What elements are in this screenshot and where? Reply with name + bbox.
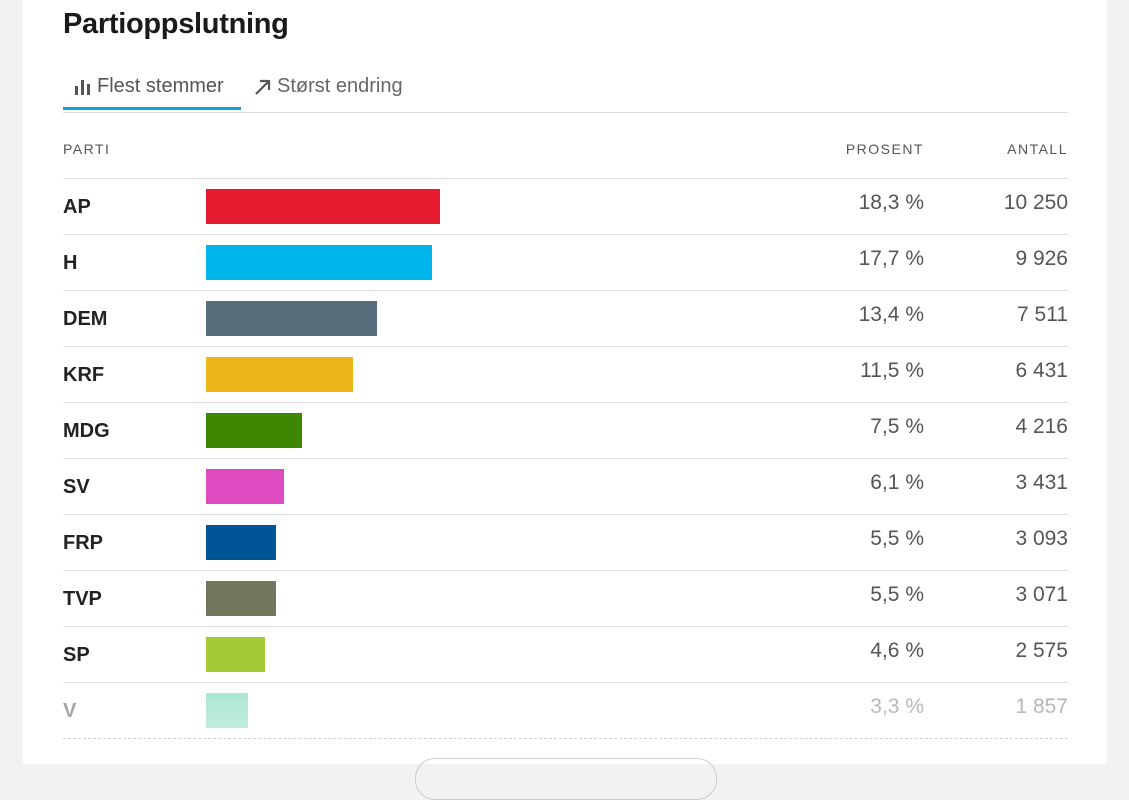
tab[interactable]: Flest stemmer — [63, 66, 241, 110]
title: Partioppslutning — [63, 8, 289, 40]
bar — [206, 637, 265, 672]
percent: 5,5 % — [870, 527, 924, 550]
bar — [206, 301, 378, 336]
percent: 3,3 % — [870, 695, 924, 718]
count: 7 511 — [1017, 303, 1068, 326]
party-name: SP — [63, 644, 90, 666]
count: 9 926 — [1015, 247, 1068, 270]
party-name: FRP — [63, 532, 103, 554]
percent: 7,5 % — [870, 415, 924, 438]
party-name: H — [63, 252, 78, 274]
table-row: FRP 5,5 % 3 093 — [63, 515, 1068, 571]
party-name: V — [63, 700, 77, 722]
table-row: V 3,3 % 1 857 — [63, 683, 1068, 739]
party-name: AP — [63, 196, 91, 218]
percent: 6,1 % — [870, 471, 924, 494]
tab-label: Størst endring — [277, 75, 403, 97]
percent: 4,6 % — [870, 639, 924, 662]
bar — [206, 525, 277, 560]
table-row: TVP 5,5 % 3 071 — [63, 571, 1068, 627]
column-header: PROSENT — [845, 141, 924, 157]
bar — [206, 581, 277, 616]
count: 3 093 — [1015, 527, 1068, 550]
show-more-button[interactable] — [415, 758, 717, 800]
table-row: SV 6,1 % 3 431 — [63, 459, 1068, 515]
table-row: DEM 13,4 % 7 511 — [63, 291, 1068, 347]
percent: 13,4 % — [858, 303, 924, 326]
bar — [206, 357, 354, 392]
column-header: ANTALL — [1007, 141, 1068, 157]
party-name: KRF — [63, 364, 105, 386]
column-header: PARTI — [63, 141, 111, 157]
party-name: MDG — [63, 420, 110, 442]
count: 1 857 — [1015, 695, 1068, 718]
tab-icon — [255, 79, 271, 95]
percent: 18,3 % — [858, 191, 924, 214]
percent: 5,5 % — [870, 583, 924, 606]
tabs: Flest stemmer Størst endring — [63, 70, 1068, 113]
card: Partioppslutning Flest stemmer Størst en… — [23, 0, 1107, 800]
table-header: PARTI PROSENT ANTALL — [63, 138, 1068, 179]
table-row: SP 4,6 % 2 575 — [63, 627, 1068, 683]
count: 3 431 — [1015, 471, 1068, 494]
table-row: AP 18,3 % 10 250 — [63, 179, 1068, 235]
count: 6 431 — [1015, 359, 1068, 382]
bar — [206, 413, 302, 448]
bar — [206, 189, 440, 224]
table-row: H 17,7 % 9 926 — [63, 235, 1068, 291]
count: 3 071 — [1015, 583, 1068, 606]
count: 10 250 — [1003, 191, 1068, 214]
count: 4 216 — [1015, 415, 1068, 438]
table-row: KRF 11,5 % 6 431 — [63, 347, 1068, 403]
party-name: DEM — [63, 308, 108, 330]
party-name: SV — [63, 476, 90, 498]
percent: 11,5 % — [860, 359, 924, 382]
table-body: AP 18,3 % 10 250 H 17,7 % 9 926 DEM 13,4 % 7 511… — [63, 179, 1068, 739]
party-name: TVP — [63, 588, 102, 610]
bar — [206, 693, 249, 728]
percent: 17,7 % — [858, 247, 924, 270]
tab-icon — [75, 79, 90, 95]
tab[interactable]: Størst endring — [243, 66, 413, 107]
count: 2 575 — [1015, 639, 1068, 662]
bar — [206, 469, 284, 504]
page: Partioppslutning Flest stemmer Størst en… — [23, 0, 1107, 800]
tab-label: Flest stemmer — [97, 75, 224, 97]
table-row: MDG 7,5 % 4 216 — [63, 403, 1068, 459]
bar — [206, 245, 433, 280]
